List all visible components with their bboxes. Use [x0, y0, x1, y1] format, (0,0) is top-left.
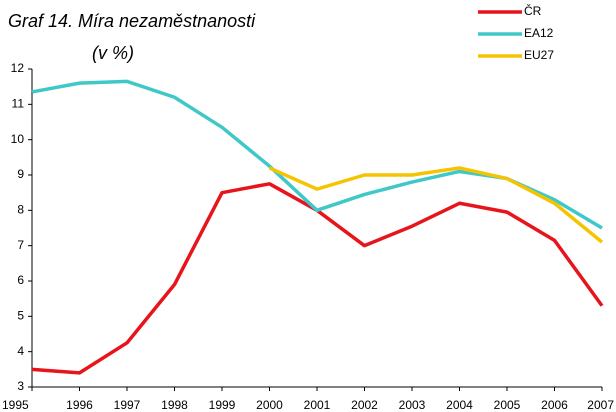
y-tick-label: 5: [17, 309, 24, 323]
x-tick-label: 1997: [114, 398, 141, 412]
series-line: [268, 166, 604, 244]
y-tick-label: 9: [17, 167, 24, 181]
y-tick-label: 12: [11, 61, 25, 75]
x-tick-label: 2001: [304, 398, 331, 412]
chart-title: Graf 14. Míra nezaměstnanosti: [8, 11, 256, 31]
legend-label: EA12: [524, 26, 554, 40]
x-tick-label: 2002: [351, 398, 378, 412]
legend-label: EU27: [524, 48, 554, 62]
y-tick-label: 10: [11, 132, 25, 146]
x-tick-label: 1999: [209, 398, 236, 412]
series-line: [31, 79, 603, 230]
y-tick-label: 3: [17, 379, 24, 393]
x-tick-label: 1995: [2, 398, 29, 412]
x-tick-label: 1998: [161, 398, 188, 412]
series-line: [31, 182, 604, 375]
x-tick-label: 2004: [446, 398, 473, 412]
y-tick-label: 8: [17, 203, 24, 217]
x-tick-label: 2006: [541, 398, 568, 412]
x-tick-label: 2003: [399, 398, 426, 412]
x-tick-label: 2000: [256, 398, 283, 412]
legend-label: ČR: [524, 3, 542, 18]
y-tick-label: 6: [17, 273, 24, 287]
chart-subtitle: (v %): [92, 43, 134, 63]
y-tick-label: 11: [12, 97, 25, 111]
y-tick-label: 7: [17, 238, 24, 252]
y-tick-label: 4: [17, 344, 24, 358]
x-tick-label: 1996: [66, 398, 93, 412]
x-tick-label: 2007: [587, 398, 614, 412]
x-tick-label: 2005: [494, 398, 521, 412]
